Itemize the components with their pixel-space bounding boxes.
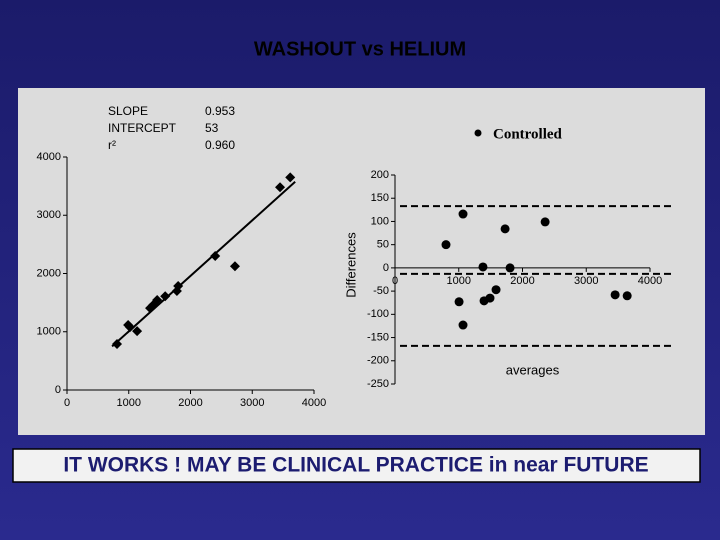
point xyxy=(454,297,464,307)
y-tick-label: 0 xyxy=(55,384,61,396)
point xyxy=(478,262,488,272)
point xyxy=(441,240,451,250)
point xyxy=(485,293,495,303)
x-tick-label: 3000 xyxy=(574,275,598,287)
x-tick-label: 3000 xyxy=(240,397,264,409)
point xyxy=(610,290,620,300)
point xyxy=(152,295,163,306)
y-tick-label: 3000 xyxy=(37,209,61,221)
stat-value: 53 xyxy=(205,121,219,135)
legend-label: Controlled xyxy=(493,126,563,142)
x-tick-label: 0 xyxy=(392,275,398,287)
y-tick-label: 0 xyxy=(383,262,389,274)
x-tick-label: 4000 xyxy=(638,275,662,287)
point xyxy=(124,322,135,333)
point xyxy=(505,263,515,273)
point xyxy=(112,338,123,349)
point xyxy=(210,251,221,262)
x-tick-label: 1000 xyxy=(447,275,471,287)
chart-panel xyxy=(18,88,705,435)
y-tick-label: 4000 xyxy=(37,151,61,163)
x-tick-label: 4000 xyxy=(302,397,326,409)
y-tick-label: -100 xyxy=(367,308,389,320)
x-tick-label: 1000 xyxy=(117,397,141,409)
stat-label: INTERCEPT xyxy=(108,121,177,135)
stat-value: 0.960 xyxy=(205,138,235,152)
x-tick-label: 0 xyxy=(64,397,70,409)
point xyxy=(173,281,184,292)
y-tick-label: 1000 xyxy=(37,326,61,338)
y-tick-label: 200 xyxy=(371,169,389,181)
footer-text: IT WORKS ! MAY BE CLINICAL PRACTICE in n… xyxy=(63,454,648,477)
y-axis-label: Differences xyxy=(343,232,358,298)
point xyxy=(540,217,550,227)
point xyxy=(275,182,286,193)
point xyxy=(491,285,501,295)
point xyxy=(132,326,143,337)
stat-label: SLOPE xyxy=(108,104,148,118)
y-tick-label: 50 xyxy=(377,239,389,251)
y-tick-label: -250 xyxy=(367,378,389,390)
stat-value: 0.953 xyxy=(205,104,235,118)
x-tick-label: 2000 xyxy=(178,397,202,409)
legend-marker xyxy=(474,129,482,137)
point xyxy=(458,209,468,219)
point xyxy=(500,224,510,234)
point xyxy=(622,291,632,301)
y-tick-label: 150 xyxy=(371,192,389,204)
y-tick-label: -150 xyxy=(367,331,389,343)
point xyxy=(160,291,171,302)
slide-title: WASHOUT vs HELIUM xyxy=(254,38,466,60)
footer-box xyxy=(12,448,701,483)
point xyxy=(458,320,468,330)
point xyxy=(229,261,240,272)
y-tick-label: -200 xyxy=(367,355,389,367)
y-tick-label: 100 xyxy=(371,215,389,227)
stat-label: r² xyxy=(108,138,116,152)
x-axis-label: averages xyxy=(506,362,560,377)
fit-line xyxy=(111,181,296,348)
y-tick-label: 2000 xyxy=(37,267,61,279)
point xyxy=(285,172,296,183)
x-tick-label: 2000 xyxy=(510,275,534,287)
y-tick-label: -50 xyxy=(373,285,389,297)
